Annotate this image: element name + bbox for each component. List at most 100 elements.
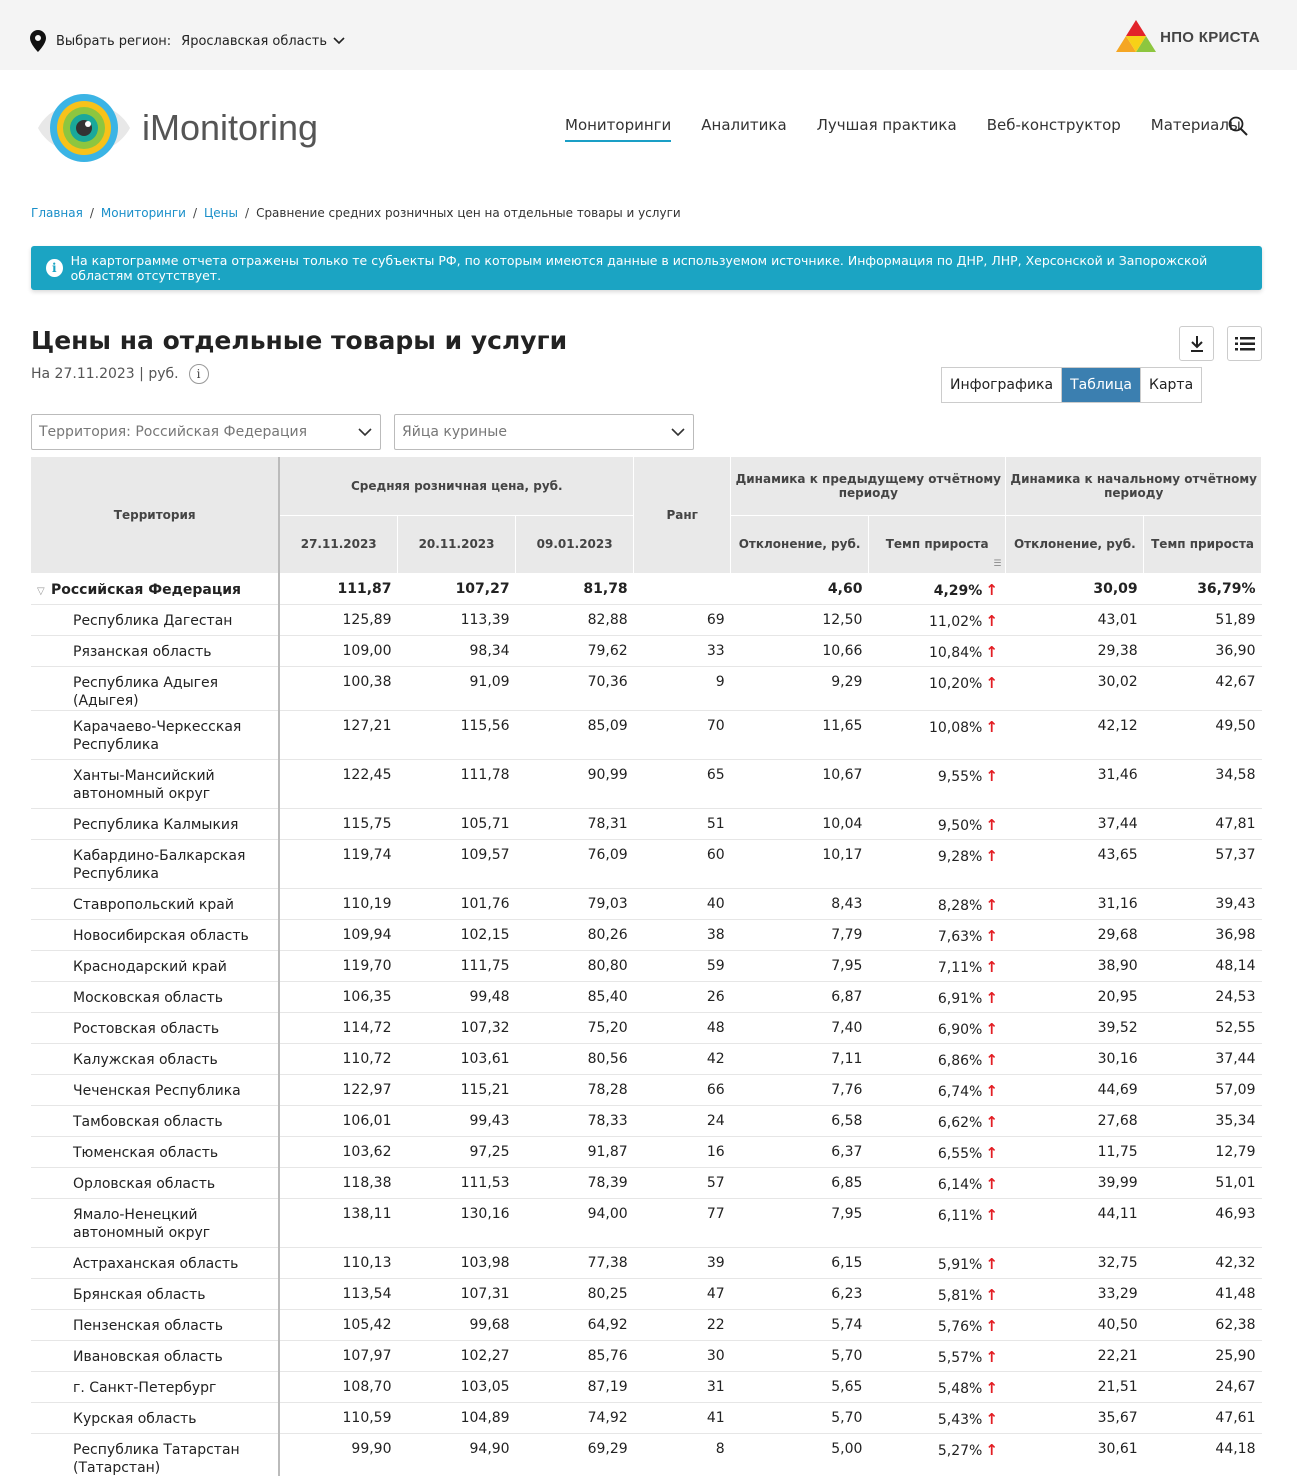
tab-map[interactable]: Карта [1149, 377, 1194, 393]
tab-table[interactable]: Таблица [1062, 368, 1142, 402]
rank: 41 [633, 1402, 731, 1434]
table-row[interactable]: Ямало-Ненецкий автономный округ 138,11 130… [31, 1198, 1262, 1248]
table-row[interactable]: Рязанская область 109,00 98,34 79,62 33 10,66… [31, 635, 1262, 667]
table-row[interactable]: Республика Калмыкия 115,75 105,71 78,31 51 10… [31, 808, 1262, 840]
breadcrumb-home[interactable]: Главная [31, 206, 83, 220]
deviation-start: 43,65 [1005, 839, 1144, 889]
region-selector[interactable]: Выбрать регион: Ярославская область [30, 30, 345, 52]
rank: 16 [633, 1136, 731, 1168]
table-row[interactable]: Астраханская область 110,13 103,98 77,38 39 6… [31, 1247, 1262, 1279]
growth-rate-start: 49,50 [1143, 710, 1262, 760]
collapse-caret-icon[interactable]: ▽ [37, 585, 45, 597]
territory-name: Ставропольский край [31, 888, 281, 920]
col-avg-price: Средняя розничная цена, руб. [279, 457, 635, 516]
rank: 30 [633, 1340, 731, 1372]
col-growth-rate[interactable]: Темп прироста ☰ [868, 515, 1007, 574]
nav-materials[interactable]: Материалы [1150, 116, 1241, 134]
download-button[interactable] [1179, 326, 1214, 361]
breadcrumb-monitoring[interactable]: Мониторинги [100, 206, 186, 220]
price-3: 75,20 [515, 1012, 634, 1044]
map-pin-icon [30, 30, 46, 52]
rank: 38 [633, 919, 731, 951]
nav-analytics[interactable]: Аналитика [701, 116, 787, 134]
table-row[interactable]: Курская область 110,59 104,89 74,92 41 5,70 5,… [31, 1402, 1262, 1434]
info-icon[interactable]: i [188, 364, 209, 384]
table-row-total[interactable]: ▽ Российская Федерация 111,87 107,27 81,7… [31, 573, 1262, 605]
table-row[interactable]: Орловская область 118,38 111,53 78,39 57 6,85… [31, 1167, 1262, 1199]
table-row[interactable]: Республика Дагестан 125,89 113,39 82,88 69 12… [31, 604, 1262, 636]
table-row[interactable]: г. Санкт-Петербург 108,70 103,05 87,19 31 5,6… [31, 1371, 1262, 1403]
table-row[interactable]: Ставропольский край 110,19 101,76 79,03 40 8,… [31, 888, 1262, 920]
deviation: 5,74 [730, 1309, 869, 1341]
krista-logo[interactable]: НПО КРИСТА [1116, 20, 1260, 54]
deviation-start: 32,75 [1005, 1247, 1144, 1279]
table-row[interactable]: Кабардино-Балкарская Республика 119,74 109… [31, 839, 1262, 889]
arrow-up-icon: ↑ [985, 717, 998, 736]
tab-infographic[interactable]: Инфографика [942, 368, 1063, 402]
territory-select[interactable]: Территория: Российская Федерация [31, 414, 381, 450]
table-row[interactable]: Московская область 106,35 99,48 85,40 26 6,87… [31, 981, 1262, 1013]
price-2: 107,32 [397, 1012, 516, 1044]
rank: 47 [633, 1278, 731, 1310]
col-territory[interactable]: Территория [31, 457, 281, 574]
deviation: 6,15 [730, 1247, 869, 1279]
product-select[interactable]: Яйца куриные [394, 414, 694, 450]
rank: 60 [633, 839, 731, 889]
growth-rate-value: 7,63% [937, 928, 983, 945]
imonitoring-logo[interactable]: iMonitoring [36, 90, 318, 166]
deviation-start: 21,51 [1005, 1371, 1144, 1403]
table-row[interactable]: Ростовская область 114,72 107,32 75,20 48 7,4… [31, 1012, 1262, 1044]
col-date-1[interactable]: 27.11.2023 [279, 515, 399, 574]
col-rank[interactable]: Ранг [633, 457, 732, 574]
growth-rate: 4,29% ↑ [868, 573, 1006, 605]
col-deviation[interactable]: Отклонение, руб. [730, 515, 869, 574]
table-row[interactable]: Калужская область 110,72 103,61 80,56 42 7,11… [31, 1043, 1262, 1075]
nav-monitoring[interactable]: Мониторинги [565, 116, 672, 142]
table-row[interactable]: Брянская область 113,54 107,31 80,25 47 6,23 5… [31, 1278, 1262, 1310]
growth-rate-value: 9,50% [937, 817, 983, 834]
territory-name: Республика Калмыкия [31, 808, 281, 840]
nav-best-practice[interactable]: Лучшая практика [816, 116, 957, 134]
table-row[interactable]: Чеченская Республика 122,97 115,21 78,28 66 7… [31, 1074, 1262, 1106]
territory-name: Ростовская область [31, 1012, 281, 1044]
product-select-value: Яйца куриные [402, 424, 507, 440]
table-row[interactable]: Ханты-Мансийский автономный округ 122,45 1… [31, 759, 1262, 809]
growth-rate: 9,55% ↑ [868, 759, 1006, 809]
arrow-up-icon: ↑ [985, 1081, 998, 1100]
table-row[interactable]: Ивановская область 107,97 102,27 85,76 30 5,7… [31, 1340, 1262, 1372]
growth-rate: 9,50% ↑ [868, 808, 1006, 840]
col-date-2[interactable]: 20.11.2023 [397, 515, 517, 574]
list-button[interactable] [1227, 326, 1262, 361]
col-growth-rate-start[interactable]: Темп прироста [1143, 515, 1262, 574]
price-3: 85,09 [515, 710, 634, 760]
deviation: 4,60 [730, 573, 869, 605]
price-3: 69,29 [515, 1433, 634, 1476]
search-icon[interactable] [1228, 116, 1248, 136]
price-1: 113,54 [279, 1278, 398, 1310]
table-row[interactable]: Краснодарский край 119,70 111,75 80,80 59 7,9… [31, 950, 1262, 982]
table-row[interactable]: Новосибирская область 109,94 102,15 80,26 38… [31, 919, 1262, 951]
region-value[interactable]: Ярославская область [181, 33, 328, 49]
deviation-start: 38,90 [1005, 950, 1144, 982]
table-row[interactable]: Пензенская область 105,42 99,68 64,92 22 5,74… [31, 1309, 1262, 1341]
col-date-3[interactable]: 09.01.2023 [515, 515, 635, 574]
territory-name: Республика Татарстан (Татарстан) [31, 1433, 281, 1476]
table-row[interactable]: Тюменская область 103,62 97,25 91,87 16 6,37 6… [31, 1136, 1262, 1168]
download-icon [1190, 335, 1203, 352]
table-row[interactable]: Тамбовская область 106,01 99,43 78,33 24 6,58… [31, 1105, 1262, 1137]
main-nav: Мониторинги Аналитика Лучшая практика Ве… [565, 116, 1271, 142]
col-deviation-start[interactable]: Отклонение, руб. [1005, 515, 1145, 574]
growth-rate-start: 42,32 [1143, 1247, 1262, 1279]
deviation: 5,65 [730, 1371, 869, 1403]
table-row[interactable]: Республика Адыгея (Адыгея) 100,38 91,09 70,… [31, 666, 1262, 711]
table-row[interactable]: Республика Татарстан (Татарстан) 99,90 94,… [31, 1433, 1262, 1476]
price-table-container[interactable]: Территория Средняя розничная цена, руб. … [31, 457, 1262, 1476]
breadcrumb-prices[interactable]: Цены [203, 206, 239, 220]
price-2: 102,15 [397, 919, 516, 951]
table-row[interactable]: Карачаево-Черкесская Республика 127,21 115… [31, 710, 1262, 760]
page-subtitle: На 27.11.2023 | руб. i [31, 364, 209, 384]
growth-rate-start: 36,79% [1143, 573, 1262, 605]
col-growth-rate-label: Темп прироста [885, 537, 989, 551]
nav-web-constructor[interactable]: Веб-конструктор [986, 116, 1121, 134]
view-switcher: Инфографика Таблица Карта [941, 367, 1203, 403]
